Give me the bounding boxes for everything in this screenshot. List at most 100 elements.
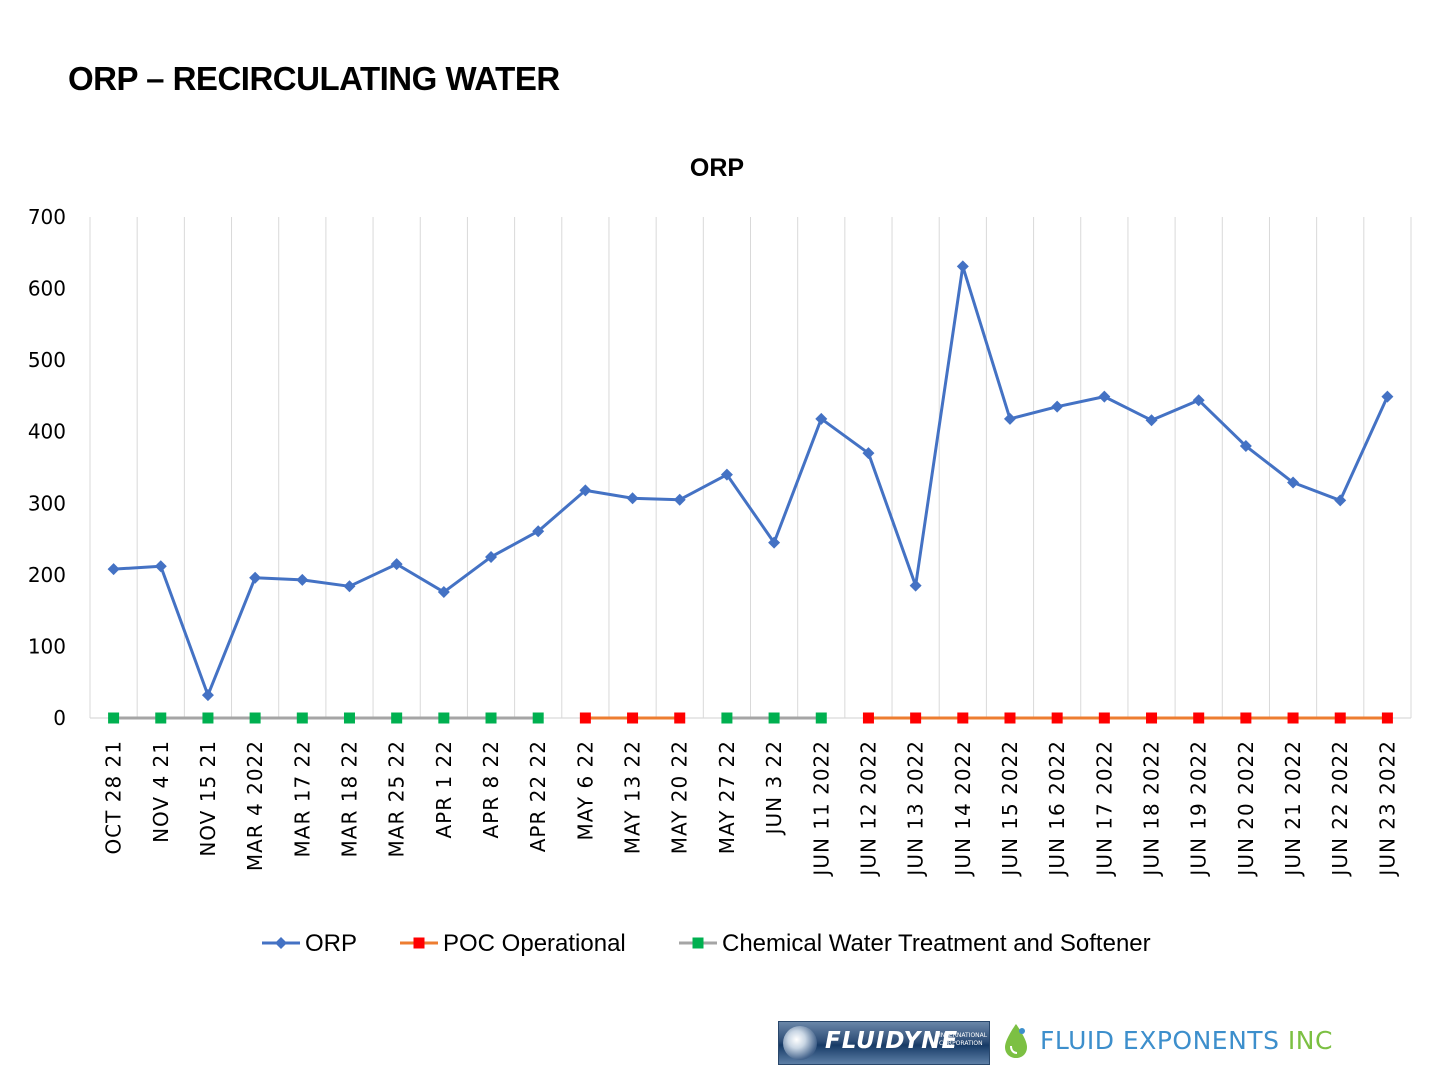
x-tick-label: NOV 4 21 [149, 740, 173, 843]
data-point [532, 712, 544, 724]
x-tick-label: MAR 4 2022 [243, 740, 267, 871]
data-point [1145, 414, 1158, 427]
data-point [154, 560, 167, 573]
data-point [1146, 712, 1158, 724]
y-tick-label: 700 [28, 205, 66, 229]
data-point [909, 579, 922, 592]
data-point [202, 712, 214, 724]
x-tick-label: MAY 20 22 [668, 740, 692, 854]
data-point [1192, 394, 1205, 407]
data-point [201, 689, 214, 702]
x-tick-label: JUN 11 2022 [809, 740, 833, 878]
data-point [1051, 400, 1064, 413]
data-point [956, 260, 969, 273]
data-point [815, 412, 828, 425]
data-point [108, 712, 120, 724]
x-tick-label: JUN 13 2022 [904, 740, 928, 878]
data-point [155, 712, 167, 724]
data-point [437, 586, 450, 599]
x-tick-label: MAR 25 22 [385, 740, 409, 857]
x-tick-label: NOV 15 21 [196, 740, 220, 857]
x-tick-label: APR 1 22 [432, 740, 456, 839]
data-point [1334, 494, 1347, 507]
fluidyne-swirl-icon [783, 1026, 817, 1060]
data-point [626, 492, 639, 505]
data-point [1334, 712, 1346, 724]
x-tick-label: MAY 6 22 [573, 740, 597, 841]
x-tick-label: JUN 19 2022 [1187, 740, 1211, 878]
x-tick-label: JUN 12 2022 [856, 740, 880, 878]
series-chemical-water-treatment-and-softener [108, 712, 827, 724]
data-point [1098, 390, 1111, 403]
x-tick-label: JUN 17 2022 [1092, 740, 1116, 878]
x-tick-label: JUN 15 2022 [998, 740, 1022, 878]
data-point [390, 558, 403, 571]
legend-marker [413, 937, 425, 949]
data-point [1098, 712, 1110, 724]
x-tick-label: JUN 3 22 [762, 740, 786, 836]
data-point [674, 712, 686, 724]
legend-marker [692, 937, 704, 949]
data-point [910, 712, 922, 724]
y-tick-label: 600 [28, 277, 66, 301]
data-point [768, 712, 780, 724]
x-tick-label: JUN 16 2022 [1045, 740, 1069, 878]
x-tick-label: MAY 27 22 [715, 740, 739, 854]
data-point [485, 712, 497, 724]
data-point [862, 447, 875, 460]
x-tick-label: JUN 22 2022 [1328, 740, 1352, 878]
data-point [1004, 712, 1016, 724]
water-drop-icon [1005, 1024, 1027, 1058]
data-point [532, 525, 545, 538]
orp-chart: ORP 0 100 200 300 400 500 600 700 OCT 28 21 NOV … [28, 154, 1412, 957]
data-point [1381, 712, 1393, 724]
chart-gridlines [89, 217, 1412, 719]
y-tick-label: 500 [28, 348, 66, 372]
data-point [1051, 712, 1063, 724]
legend-label: POC Operational [443, 930, 626, 957]
data-point [343, 580, 356, 593]
data-point [1381, 390, 1394, 403]
data-point [720, 468, 733, 481]
fluid-exponents-wordmark: FLUID EXPONENTS INC [1040, 1026, 1333, 1055]
fluidyne-logo-name: FLUIDYNE [825, 1028, 959, 1054]
data-point [768, 536, 781, 549]
series-poc-operational [579, 712, 1393, 724]
data-point [296, 573, 309, 586]
data-point [296, 712, 308, 724]
data-point [1287, 712, 1299, 724]
x-tick-label: MAR 18 22 [337, 740, 361, 857]
data-point [438, 712, 450, 724]
fluidyne-logo-subtitle: INTERNATIONAL CORPORATION [939, 1032, 988, 1047]
data-point [249, 712, 261, 724]
chart-title: ORP [690, 154, 744, 182]
data-point [815, 712, 827, 724]
logos: FLUIDYNE INTERNATIONAL CORPORATION FLUID… [778, 1018, 1428, 1066]
fluid-exponents-name: FLUID EXPONENTS [1040, 1026, 1280, 1055]
x-tick-label: APR 22 22 [526, 740, 550, 852]
fluid-exponents-inc: INC [1287, 1026, 1333, 1055]
data-point [579, 712, 591, 724]
data-point [1193, 712, 1205, 724]
data-point [485, 550, 498, 563]
slide-title: ORP – RECIRCULATING WATER [68, 60, 560, 97]
fluidyne-logo: FLUIDYNE INTERNATIONAL CORPORATION [778, 1021, 990, 1065]
y-tick-label: 300 [28, 491, 66, 515]
series-orp [107, 260, 1394, 702]
data-point [1287, 476, 1300, 489]
data-point [721, 712, 733, 724]
chart-legend: ORP POC Operational Chemical Water Treatme… [262, 930, 1151, 957]
chart-series [107, 260, 1394, 724]
fluid-exponents-logo: FLUID EXPONENTS INC [1002, 1018, 1432, 1066]
x-tick-label: APR 8 22 [479, 740, 503, 839]
data-point [343, 712, 355, 724]
x-tick-label: JUN 21 2022 [1281, 740, 1305, 878]
data-point [1239, 440, 1252, 453]
y-axis: 0 100 200 300 400 500 600 700 [28, 205, 66, 730]
x-tick-label: JUN 14 2022 [951, 740, 975, 878]
x-tick-label: OCT 28 21 [102, 740, 126, 855]
y-tick-label: 400 [28, 420, 66, 444]
series-line [113, 264, 1389, 697]
legend-label: Chemical Water Treatment and Softener [722, 930, 1151, 957]
data-point [107, 563, 120, 576]
